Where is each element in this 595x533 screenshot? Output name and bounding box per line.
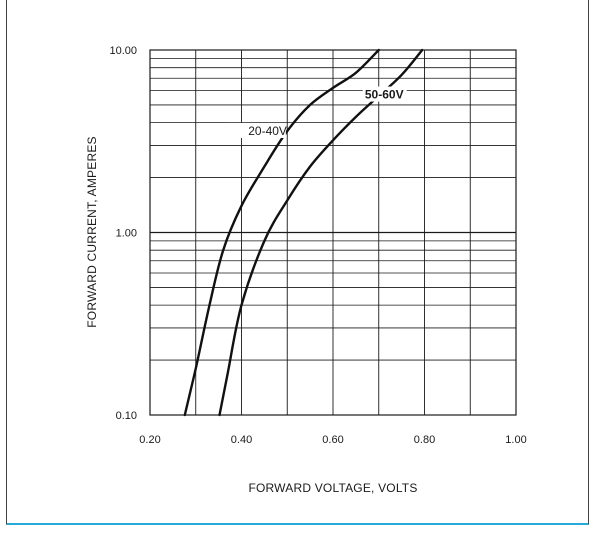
x-tick-label: 1.00 bbox=[505, 434, 526, 446]
series-group: 20-40V 50-60V bbox=[183, 48, 424, 417]
y-tick-label: 0.10 bbox=[116, 410, 137, 422]
series-label-background bbox=[227, 122, 286, 138]
tick-labels: 0.20 0.40 0.60 0.80 1.00 0.10 1.00 10.00 bbox=[109, 45, 526, 446]
grid bbox=[150, 50, 516, 415]
series-label: 50-60V bbox=[365, 88, 404, 102]
series-line bbox=[183, 48, 380, 417]
x-tick-label: 0.60 bbox=[322, 434, 343, 446]
plot-border bbox=[149, 49, 517, 416]
x-tick-label: 0.40 bbox=[231, 434, 252, 446]
chart-frame bbox=[6, 0, 589, 525]
x-tick-label: 0.20 bbox=[139, 434, 160, 446]
series-label-background bbox=[362, 86, 407, 102]
y-tick-label: 1.00 bbox=[116, 228, 137, 240]
x-tick-label: 0.80 bbox=[414, 434, 435, 446]
y-tick-label: 10.00 bbox=[109, 45, 137, 57]
series-label: 20-40V bbox=[248, 124, 287, 138]
x-axis-title: FORWARD VOLTAGE, VOLTS bbox=[248, 481, 417, 495]
y-axis-title: FORWARD CURRENT, AMPERES bbox=[85, 136, 99, 328]
